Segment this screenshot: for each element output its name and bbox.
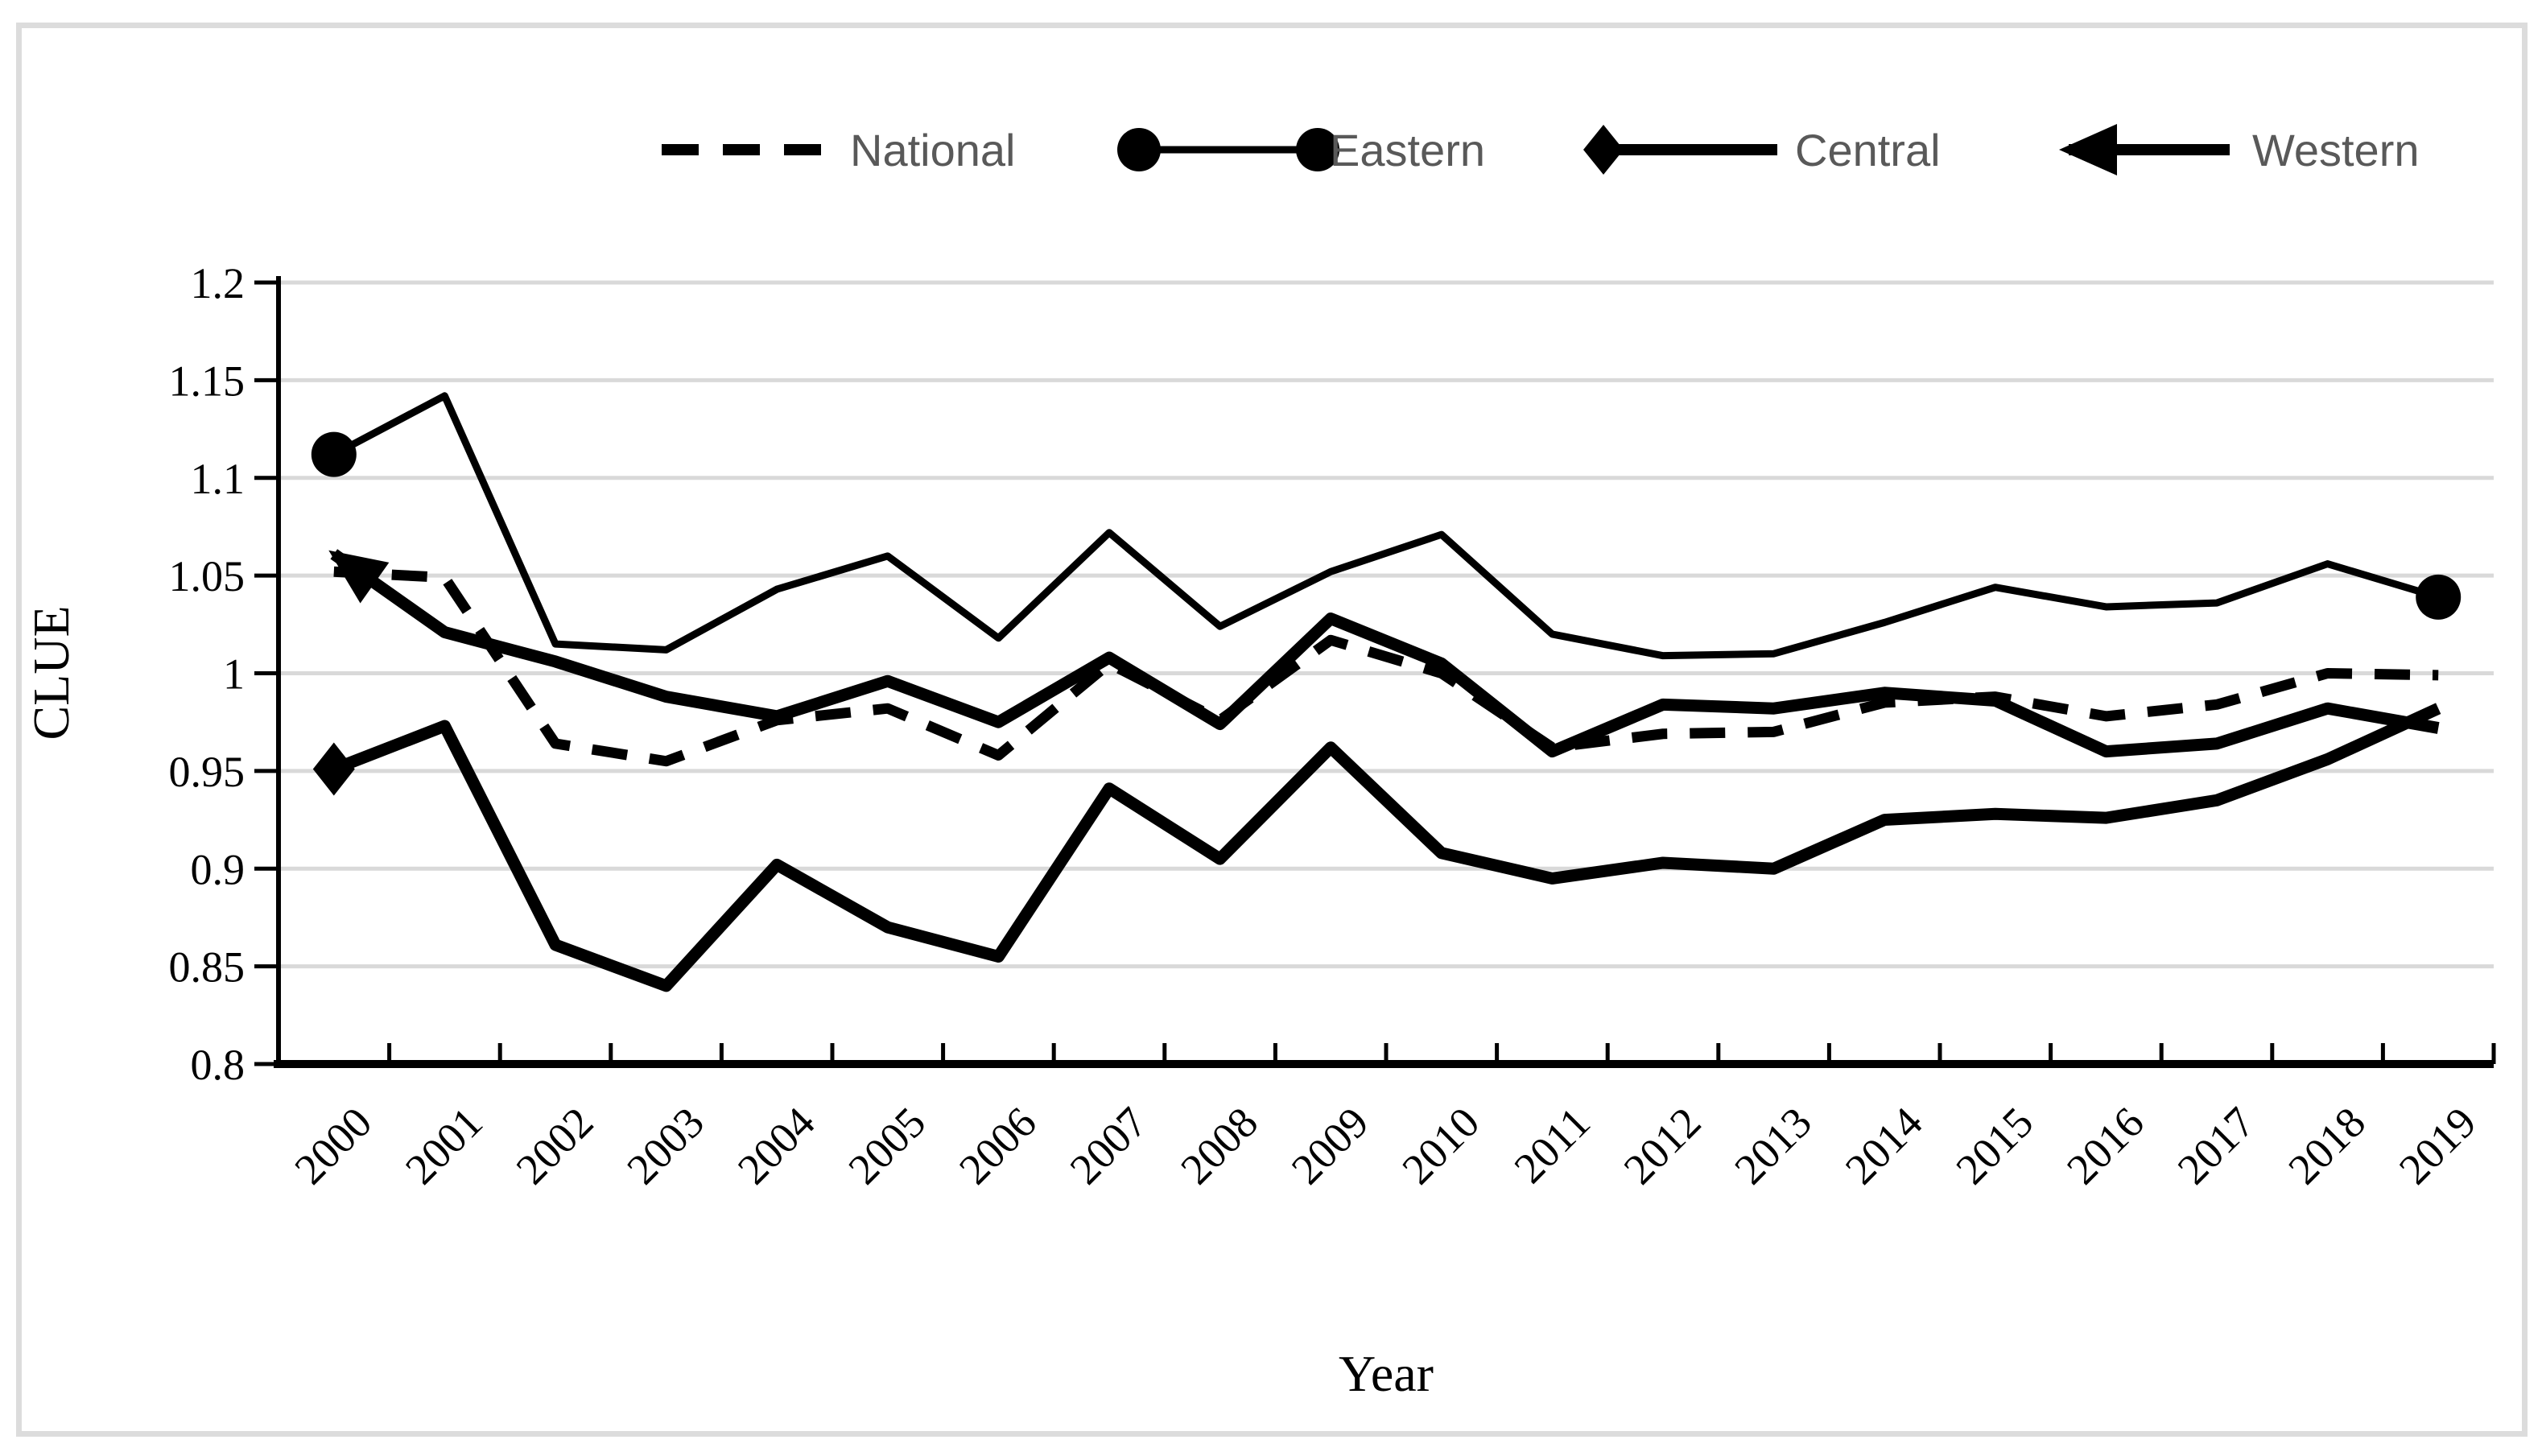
x-tick-label: 2018 (2279, 1098, 2375, 1194)
series-line-western (330, 549, 2440, 758)
y-axis-title: CLUE (23, 605, 80, 740)
legend-item-national: National (662, 125, 1015, 175)
x-tick-label: 2002 (507, 1098, 603, 1194)
marker-circle-first-eastern (311, 431, 357, 477)
y-tick-label: 1.05 (169, 552, 246, 600)
x-tick-label: 2019 (2390, 1098, 2486, 1194)
x-tick-label: 2010 (1393, 1098, 1488, 1194)
x-tick-label: 2008 (1171, 1098, 1267, 1194)
x-tick-label: 2016 (2057, 1098, 2153, 1194)
x-axis-title: Year (1339, 1345, 1434, 1402)
series-line-national (333, 566, 2439, 767)
x-tick-label: 2006 (950, 1098, 1046, 1194)
y-tick-label: 0.85 (169, 943, 246, 992)
legend-label: National (850, 125, 1015, 175)
legend-circle-icon (1117, 128, 1161, 171)
legend-label: Central (1795, 125, 1941, 175)
x-tick-label: 2007 (1061, 1098, 1157, 1194)
x-tick-label: 2015 (1946, 1098, 2042, 1194)
legend-label: Eastern (1330, 125, 1485, 175)
x-tick-label: 2005 (839, 1098, 935, 1194)
legend-arrow-icon (2059, 124, 2117, 175)
x-tick-label: 2000 (285, 1098, 381, 1194)
x-tick-label: 2012 (1615, 1098, 1710, 1194)
grid-layer (279, 280, 2494, 969)
marker-diamond-central (312, 742, 355, 796)
legend-item-central: Central (1583, 125, 1941, 175)
legend-item-western: Western (2059, 124, 2419, 175)
marker-layer (311, 431, 2462, 796)
series-layer (330, 392, 2441, 992)
x-tick-label: 2009 (1282, 1098, 1378, 1194)
legend-circle-icon (1296, 128, 1339, 171)
y-tick-label: 0.8 (191, 1041, 246, 1089)
legend-item-eastern: Eastern (1117, 125, 1485, 175)
legend: National Eastern Central Western (662, 124, 2419, 175)
x-tick-label: 2014 (1836, 1098, 1932, 1194)
x-tick-label: 2004 (728, 1098, 824, 1194)
figure-border (16, 23, 2528, 1437)
x-tick-label: 2001 (396, 1098, 492, 1194)
y-tick-label: 1.15 (169, 357, 246, 405)
marker-arrow-western (328, 550, 390, 604)
x-tick-label: 2011 (1505, 1098, 1599, 1192)
x-tick-label: 2017 (2169, 1098, 2264, 1194)
series-line-central (332, 703, 2441, 992)
y-tick-label: 0.9 (191, 845, 246, 893)
legend-diamond-icon (1583, 125, 1624, 175)
series-line-eastern (332, 392, 2440, 660)
y-tick-label: 0.95 (169, 748, 246, 796)
x-tick-label: 2013 (1725, 1098, 1821, 1194)
x-tick-label: 2003 (617, 1098, 713, 1194)
marker-circle-last-eastern (2416, 574, 2462, 620)
y-tick-label: 1.1 (191, 455, 246, 503)
legend-label: Western (2252, 125, 2419, 175)
y-tick-label: 1 (223, 650, 245, 699)
y-tick-label: 1.2 (191, 259, 246, 307)
